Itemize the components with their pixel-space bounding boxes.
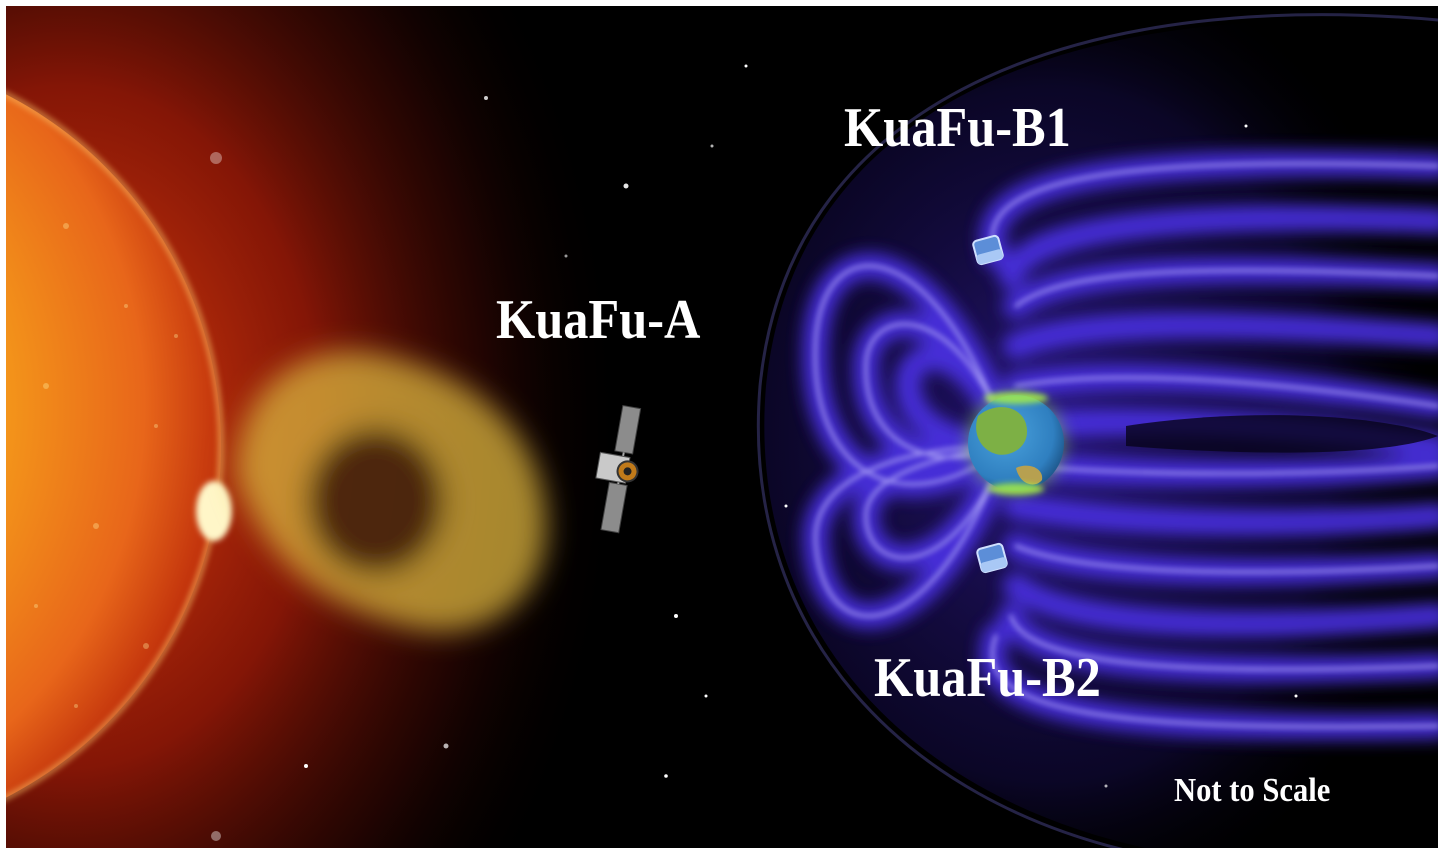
- stars: [210, 64, 1298, 841]
- scene-illustration: [6, 6, 1438, 848]
- not-to-scale-note: Not to Scale: [1174, 772, 1331, 809]
- label-kuafu-a: KuaFu-A: [496, 289, 701, 351]
- satellite-kuafu-a: [595, 404, 642, 534]
- satellite-kuafu-b2: [976, 542, 1008, 574]
- sun: [6, 91, 232, 801]
- coronal-mass-ejection: [236, 351, 546, 632]
- label-kuafu-b1: KuaFu-B1: [844, 97, 1071, 159]
- label-kuafu-b2: KuaFu-B2: [874, 647, 1101, 709]
- space-scene: KuaFu-A KuaFu-B1 KuaFu-B2 Not to Scale: [6, 6, 1438, 848]
- satellite-kuafu-b1: [972, 234, 1004, 266]
- earth-globe: [966, 392, 1066, 495]
- magnetosphere-field-lines: [802, 150, 1438, 740]
- bow-shock-line: [757, 13, 1438, 848]
